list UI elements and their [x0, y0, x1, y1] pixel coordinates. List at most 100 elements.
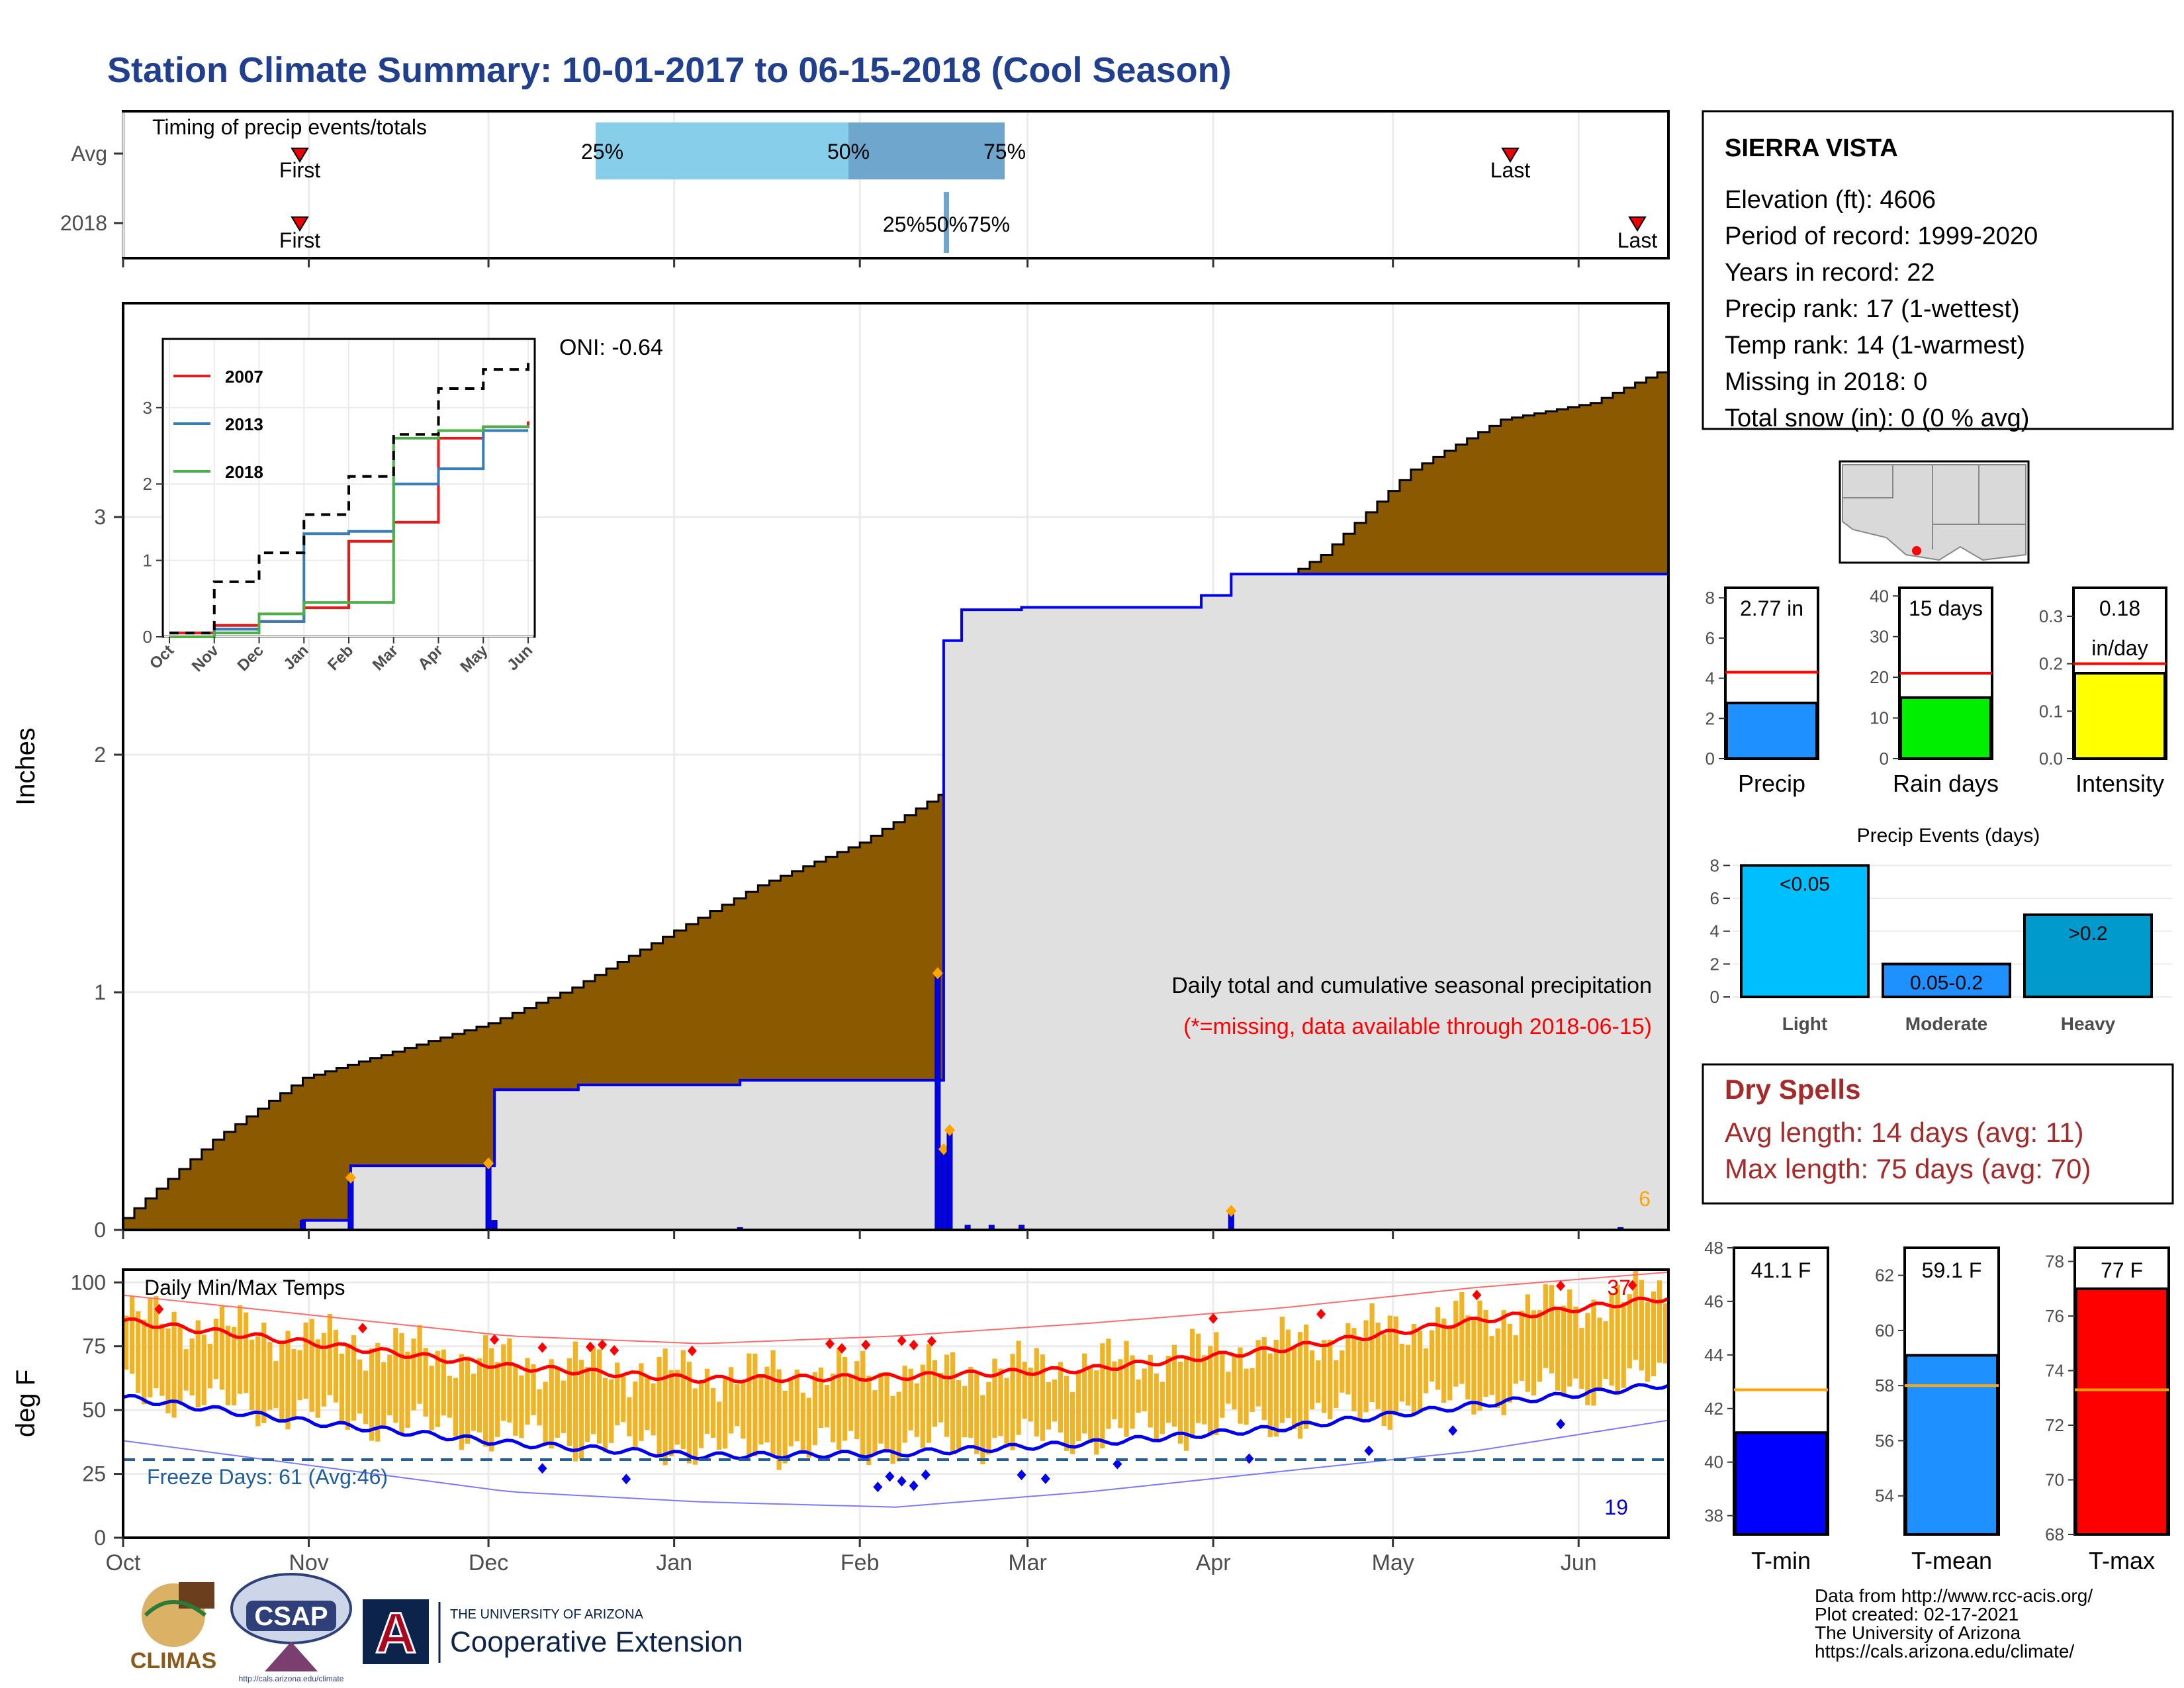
daily-temp-bar [1177, 1361, 1183, 1444]
daily-temp-bar [429, 1366, 434, 1430]
intensity-tick-label: 0.2 [2039, 654, 2063, 674]
intensity-tick-label: 0.3 [2039, 606, 2063, 626]
station-location-marker [1912, 546, 1921, 555]
inset-legend-label: 2018 [225, 462, 263, 482]
daily-temp-bar [747, 1353, 752, 1456]
daily-temp-bar [183, 1349, 189, 1391]
tmean-tick-label: 58 [1875, 1376, 1894, 1395]
events-category-label: Heavy [2061, 1013, 2116, 1034]
daily-temp-bar [1094, 1370, 1099, 1455]
daily-temp-bar [1022, 1362, 1027, 1419]
missing-note: (*=missing, data available through 2018-… [1183, 1014, 1652, 1039]
daily-temp-bar [932, 1360, 938, 1427]
record-low-point [921, 1470, 931, 1481]
inset-legend-label: 2013 [225, 414, 263, 434]
daily-temp-bar [1633, 1270, 1638, 1360]
tmax-tick-label: 78 [2045, 1252, 2064, 1272]
daily-temp-bar [519, 1375, 524, 1438]
inset-line-2018 [169, 425, 529, 638]
precip-caption: Daily total and cumulative seasonal prec… [1171, 973, 1652, 998]
month-tick-label: Apr [1196, 1550, 1231, 1575]
daily-precip-bar [934, 972, 941, 1231]
station-line: Precip rank: 17 (1-wettest) [1725, 295, 2020, 323]
ua-small-text: THE UNIVERSITY OF ARIZONA [450, 1607, 644, 1622]
daily-temp-bar [1567, 1289, 1572, 1387]
daily-temp-bar [1220, 1353, 1225, 1418]
daily-temp-bar [603, 1378, 608, 1452]
events-y-tick-label: 2 [1710, 954, 1719, 974]
daily-temp-bar [1351, 1328, 1357, 1412]
freeze-days-label: Freeze Days: 61 (Avg:46) [147, 1465, 388, 1489]
daily-temp-bar [1405, 1344, 1411, 1406]
climas-logo: CLIMAS [130, 1582, 216, 1673]
daily-temp-bar [255, 1336, 261, 1427]
tmean-value: 59.1 F [1922, 1258, 1982, 1282]
record-high-point [610, 1344, 619, 1356]
rain_days-bar [1899, 696, 1992, 761]
daily-temp-bar [453, 1378, 459, 1436]
record-low-point [1244, 1453, 1254, 1464]
record-high-point [358, 1323, 368, 1334]
daily-temp-bar [124, 1315, 129, 1370]
daily-temp-bar [896, 1391, 901, 1462]
daily-temp-bar [261, 1323, 267, 1423]
daily-precip-bar [940, 1149, 947, 1231]
station-line: Elevation (ft): 4606 [1725, 186, 1936, 214]
daily-temp-bar [578, 1360, 584, 1459]
daily-temp-bar [1657, 1280, 1662, 1363]
season-totals-bars: 0 2 4 6 8 2.77 in Precip 0 10 20 30 40 15 days Rain d… [1706, 586, 2167, 797]
daily-temp-bar [1118, 1359, 1123, 1429]
daily-temp-bar [1627, 1294, 1632, 1369]
daily-temp-bar [1303, 1325, 1309, 1429]
daily-temp-bar [1465, 1315, 1471, 1400]
footer-line: https://cals.arizona.edu/climate/ [1815, 1641, 2074, 1662]
daily-temp-bar [1651, 1291, 1657, 1376]
station-info-box: SIERRA VISTA Elevation (ft): 4606 Period… [1702, 110, 2174, 432]
daily-temp-bar [1453, 1301, 1459, 1387]
daily-temp-bar [1519, 1311, 1524, 1381]
daily-temp-bar [627, 1397, 632, 1436]
record-high-point [1556, 1280, 1566, 1291]
daily-temp-bar [225, 1325, 231, 1405]
record-high-point [861, 1339, 871, 1350]
daily-temp-bar [1501, 1310, 1506, 1415]
rain_days-tick-label: 30 [1870, 627, 1889, 647]
daily-temp-bar [686, 1362, 692, 1464]
daily-temp-bar [1393, 1316, 1398, 1415]
daily-temp-bar [501, 1344, 506, 1421]
tmin-tick-label: 40 [1704, 1452, 1723, 1472]
daily-temp-bar [662, 1348, 668, 1466]
daily-temp-bar [250, 1339, 255, 1411]
precip-tick-label: 8 [1706, 588, 1715, 608]
y2018-first-marker [291, 216, 309, 232]
dry-spells-box: Dry Spells Avg length: 14 days (avg: 11)… [1702, 1063, 2174, 1205]
daily-temp-bar [543, 1382, 548, 1444]
daily-temp-bar [1244, 1368, 1249, 1425]
daily-temp-bar [303, 1322, 308, 1399]
daily-precip-point [345, 1172, 356, 1184]
record-high-point [837, 1342, 847, 1354]
daily-temp-bar [1483, 1309, 1488, 1397]
ua-big-text: Cooperative Extension [450, 1626, 743, 1658]
record-low-point [897, 1476, 907, 1487]
daily-temp-bar [723, 1379, 728, 1449]
daily-temp-bar [177, 1324, 183, 1404]
daily-temp-bar [1058, 1362, 1064, 1433]
daily-temp-bar [1136, 1379, 1141, 1413]
daily-temp-bar [273, 1361, 279, 1409]
daily-temp-bar [710, 1387, 716, 1438]
daily-temp-bar [572, 1341, 578, 1462]
avg-first-label: First [279, 158, 320, 182]
daily-temp-bar [1603, 1321, 1608, 1379]
daily-temp-bar [800, 1392, 805, 1452]
events-bar-label: <0.05 [1780, 873, 1830, 895]
tmean-tick-label: 60 [1875, 1321, 1894, 1340]
month-tick-label: Dec [469, 1550, 508, 1575]
daily-temp-bar [1573, 1306, 1578, 1379]
record-low-point [537, 1463, 547, 1474]
daily-temp-bar [782, 1391, 788, 1464]
daily-temp-bar [1585, 1313, 1590, 1405]
daily-temp-bar [1064, 1376, 1069, 1451]
daily-temp-bar [567, 1358, 572, 1446]
